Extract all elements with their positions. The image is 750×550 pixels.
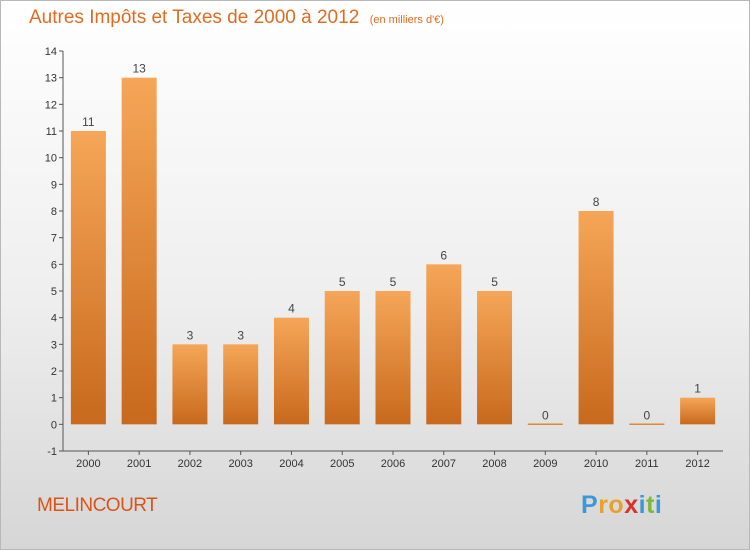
bar-2008: [477, 291, 513, 425]
y-tick-label: 3: [51, 339, 57, 351]
y-tick-label: 4: [51, 313, 57, 325]
y-tick-label: 12: [45, 99, 57, 111]
chart-title: Autres Impôts et Taxes de 2000 à 2012: [29, 7, 360, 28]
logo-letter: o: [608, 491, 625, 519]
data-label-2008: 5: [491, 275, 498, 289]
bar-2012: [680, 397, 716, 425]
bar-2006: [375, 291, 411, 425]
bar-2001: [121, 77, 157, 425]
data-label-2002: 3: [187, 328, 194, 342]
x-tick-label-2008: 2008: [482, 458, 506, 470]
y-tick-label: 10: [45, 153, 57, 165]
x-tick-label-2012: 2012: [685, 458, 709, 470]
bar-2007: [426, 264, 462, 425]
bar-2009: [527, 423, 563, 425]
y-tick-label: 9: [51, 179, 57, 191]
logo-letter: i: [638, 491, 647, 519]
y-tick-label: 7: [51, 233, 57, 245]
y-tick-label: 6: [51, 259, 57, 271]
chart-subtitle: (en milliers d'€): [369, 14, 444, 26]
y-tick-label: 13: [45, 73, 57, 85]
x-tick-label-2010: 2010: [584, 458, 608, 470]
logo-letter: t: [646, 491, 655, 519]
y-tick-label: 2: [51, 366, 57, 378]
y-tick-label: 8: [51, 206, 57, 218]
chart-title-block: Autres Impôts et Taxes de 2000 à 2012 (e…: [29, 7, 444, 29]
data-label-2007: 6: [440, 248, 447, 262]
x-tick-label-2001: 2001: [127, 458, 151, 470]
data-label-2001: 13: [132, 62, 146, 76]
x-tick-label-2000: 2000: [76, 458, 100, 470]
city-name: MELINCOURT: [37, 495, 158, 516]
x-tick-label-2003: 2003: [228, 458, 252, 470]
bar-2010: [578, 211, 614, 425]
data-label-2012: 1: [694, 382, 701, 396]
data-label-2000: 11: [82, 115, 95, 129]
data-label-2010: 8: [593, 195, 600, 209]
y-tick-label: -1: [47, 446, 57, 458]
data-label-2009: 0: [542, 408, 549, 422]
bar-2005: [324, 291, 360, 425]
data-label-2005: 5: [339, 275, 346, 289]
data-label-2011: 0: [644, 408, 651, 422]
y-tick-label: 14: [45, 46, 57, 58]
x-tick-label-2004: 2004: [279, 458, 303, 470]
proxiti-logo: Proxiti: [581, 491, 662, 520]
data-label-2004: 4: [288, 302, 295, 316]
data-label-2003: 3: [237, 328, 244, 342]
x-tick-label-2005: 2005: [330, 458, 354, 470]
y-tick-label: 11: [46, 126, 57, 138]
bar-2011: [629, 423, 665, 425]
x-tick-label-2007: 2007: [432, 458, 456, 470]
x-tick-label-2002: 2002: [178, 458, 202, 470]
x-tick-label-2009: 2009: [533, 458, 557, 470]
x-tick-label-2011: 2011: [635, 458, 659, 470]
logo-letter: r: [598, 491, 609, 519]
data-label-2006: 5: [390, 275, 397, 289]
y-tick-label: 5: [51, 286, 57, 298]
logo-letter: x: [624, 491, 639, 519]
bar-2000: [70, 131, 106, 425]
y-tick-label: 0: [51, 419, 57, 431]
logo-letter: i: [654, 491, 663, 519]
bar-2003: [223, 344, 259, 425]
x-tick-label-2006: 2006: [381, 458, 405, 470]
bar-2004: [273, 317, 309, 425]
logo-letter: P: [581, 491, 599, 519]
bar-2002: [172, 344, 208, 425]
y-tick-label: 1: [51, 393, 57, 405]
